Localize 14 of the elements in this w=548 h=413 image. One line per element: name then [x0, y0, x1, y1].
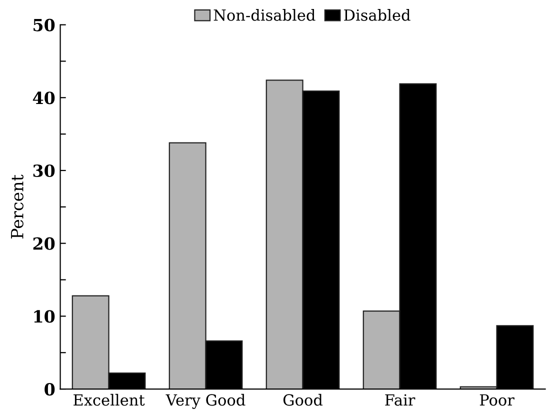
legend-label: Non-disabled — [214, 9, 316, 21]
x-tick-label: Good — [283, 394, 323, 406]
y-tick-label: 30 — [33, 164, 55, 178]
x-tick-label: Fair — [385, 394, 416, 406]
y-tick-label: 20 — [33, 237, 55, 250]
x-tick-label: Excellent — [74, 394, 145, 406]
x-tick-label: Poor — [480, 394, 514, 406]
y-tick-label: 40 — [32, 92, 55, 104]
legend-label: Disabled — [344, 9, 410, 21]
y-tick-label: 10 — [34, 310, 55, 323]
x-tick-label: Very Good — [166, 394, 246, 409]
y-tick-label: 50 — [34, 18, 55, 32]
y-axis-title: Percent — [11, 174, 24, 238]
y-tick-label: 0 — [44, 383, 55, 396]
